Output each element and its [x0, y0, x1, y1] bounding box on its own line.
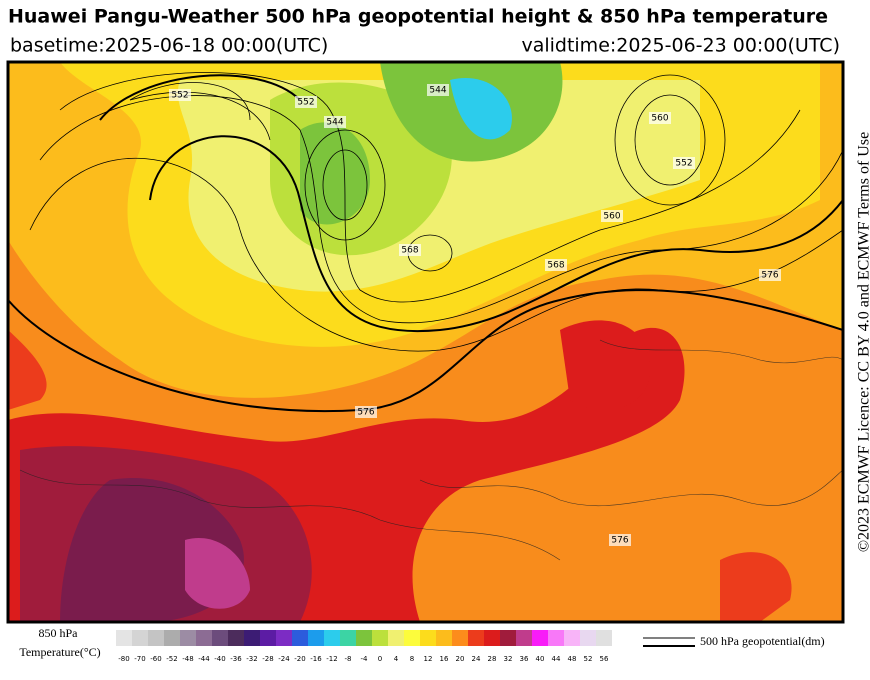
- contour-label-bg: [609, 534, 631, 546]
- legend-swatch: [116, 630, 132, 646]
- legend-swatch: [132, 630, 148, 646]
- legend-tick-label: 48: [568, 655, 577, 663]
- legend-label: Temperature(°C): [19, 645, 100, 659]
- contour-label-bg: [601, 210, 623, 222]
- legend-tick-label: -40: [214, 655, 225, 663]
- legend-tick-label: -12: [326, 655, 337, 663]
- legend-tick-label: 56: [600, 655, 609, 663]
- copyright: ©2023 ECMWF Licence: CC BY 4.0 and ECMWF…: [856, 132, 870, 552]
- contour-label: 552: [297, 98, 314, 108]
- legend-tick-label: 32: [504, 655, 513, 663]
- basetime: basetime:2025-06-18 00:00(UTC): [10, 35, 328, 57]
- legend-swatch: [500, 630, 516, 646]
- legend-tick-label: 20: [456, 655, 465, 663]
- legend-swatch: [564, 630, 580, 646]
- map-frame: [6, 60, 845, 624]
- legend-swatch: [548, 630, 564, 646]
- legend-tick-label: 16: [440, 655, 449, 663]
- legend-swatch: [532, 630, 548, 646]
- legend-swatch: [148, 630, 164, 646]
- legend-swatch: [484, 630, 500, 646]
- legend-swatch: [228, 630, 244, 646]
- legend-swatch: [404, 630, 420, 646]
- contour-label-bg: [545, 259, 567, 271]
- legend-swatch: [372, 630, 388, 646]
- legend-swatch: [436, 630, 452, 646]
- contour-label: 568: [547, 261, 564, 271]
- contour-label-bg: [355, 406, 377, 418]
- legend-tick-label: -32: [246, 655, 257, 663]
- legend-swatch: [164, 630, 180, 646]
- contour-label: 544: [326, 118, 343, 128]
- legend-tick-label: 8: [410, 655, 414, 663]
- legend-swatch: [308, 630, 324, 646]
- contour-label-bg: [399, 244, 421, 256]
- legend-swatch: [340, 630, 356, 646]
- legend-swatch: [596, 630, 612, 646]
- legend-swatch: [292, 630, 308, 646]
- legend-tick-label: 24: [472, 655, 481, 663]
- legend-swatch: [420, 630, 436, 646]
- legend-swatch: [180, 630, 196, 646]
- contour-label: 560: [603, 212, 620, 222]
- contour-label: 552: [171, 91, 188, 101]
- legend-tick-label: -52: [166, 655, 177, 663]
- legend-tick-label: 28: [488, 655, 497, 663]
- contour-label: 560: [651, 114, 668, 124]
- legend-tick-label: -36: [230, 655, 242, 663]
- title: Huawei Pangu-Weather 500 hPa geopotentia…: [8, 6, 828, 28]
- contour-label-bg: [759, 269, 781, 281]
- legend-swatch: [356, 630, 372, 646]
- legend-swatch: [196, 630, 212, 646]
- contour-label: 576: [611, 536, 628, 546]
- legend-tick-label: -48: [182, 655, 193, 663]
- legend-swatch: [276, 630, 292, 646]
- validtime: validtime:2025-06-23 00:00(UTC): [521, 35, 840, 57]
- contour-label-bg: [427, 84, 449, 96]
- legend-swatch: [324, 630, 340, 646]
- contour-label-bg: [324, 116, 346, 128]
- legend-tick-label: 44: [552, 655, 561, 663]
- legend-swatch: [580, 630, 596, 646]
- legend-swatch: [516, 630, 532, 646]
- legend-swatch: [468, 630, 484, 646]
- legend-swatch: [212, 630, 228, 646]
- contour-label: 544: [429, 86, 446, 96]
- contour-legend: 500 hPa geopotential(dm): [700, 634, 825, 648]
- legend-tick-label: -8: [345, 655, 352, 663]
- legend-tick-label: -20: [294, 655, 305, 663]
- contour-label-bg: [649, 112, 671, 124]
- legend-tick-label: -60: [150, 655, 161, 663]
- legend-tick-label: 40: [536, 655, 545, 663]
- legend-swatch: [244, 630, 260, 646]
- legend-swatch: [452, 630, 468, 646]
- legend-tick-label: 52: [584, 655, 593, 663]
- legend-tick-label: -44: [198, 655, 210, 663]
- legend-tick-label: -4: [361, 655, 369, 663]
- legend-swatch: [260, 630, 276, 646]
- contour-label-bg: [295, 96, 317, 108]
- legend-tick-label: 0: [378, 655, 382, 663]
- legend-tick-label: 4: [394, 655, 399, 663]
- contour-label: 576: [761, 271, 778, 281]
- contour-label: 576: [357, 408, 374, 418]
- map-field: [8, 62, 843, 622]
- legend-tick-label: 12: [424, 655, 433, 663]
- legend-tick-label: -24: [278, 655, 290, 663]
- contour-label: 568: [401, 246, 418, 256]
- legend-tick-label: -16: [310, 655, 322, 663]
- legend-tick-label: -28: [262, 655, 273, 663]
- contour-label-bg: [673, 157, 695, 169]
- contour-label-bg: [169, 89, 191, 101]
- legend-tick-label: -70: [134, 655, 145, 663]
- contour-label: 552: [675, 159, 692, 169]
- legend-label: 850 hPa: [39, 626, 79, 640]
- legend-swatch: [388, 630, 404, 646]
- legend-tick-label: 36: [520, 655, 529, 663]
- legend-tick-label: -80: [118, 655, 129, 663]
